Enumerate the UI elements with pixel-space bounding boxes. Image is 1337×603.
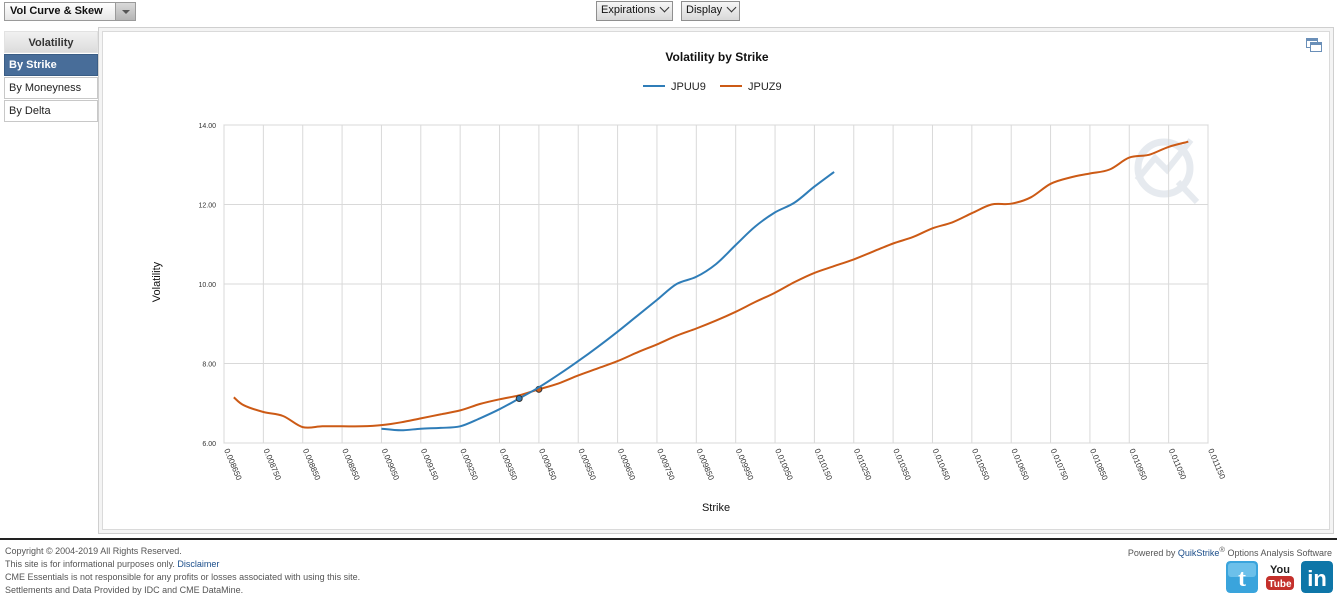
powered-prefix: Powered by — [1127, 548, 1178, 558]
x-tick-label: 0.009350 — [498, 447, 520, 482]
volatility-chart: 0.008650 0.008750 0.008850 0.008950 0.009050… — [151, 123, 1227, 514]
x-tick-label: 0.011050 — [1167, 447, 1188, 481]
footer-info-text: This site is for informational purposes … — [5, 559, 178, 569]
x-tick-label: 0.011150 — [1206, 447, 1227, 481]
youtube-tube: Tube — [1268, 579, 1292, 590]
powered-by: Powered by QuikStrike® Options Analysis … — [1128, 545, 1332, 558]
x-tick-label: 0.008650 — [222, 447, 244, 482]
legend-swatch — [720, 85, 742, 88]
sidebar-header: Volatility — [4, 31, 98, 53]
x-tick-label: 0.009450 — [537, 447, 559, 482]
footer-liability: CME Essentials is not responsible for an… — [5, 572, 361, 582]
quikstrike-watermark-icon — [1134, 138, 1200, 205]
sidebar-item-by-moneyness[interactable]: By Moneyness — [4, 77, 98, 99]
x-tick-label: 0.009950 — [734, 447, 756, 482]
footer: Copyright © 2004-2019 All Rights Reserve… — [5, 545, 360, 597]
expirations-button[interactable]: Expirations — [596, 1, 674, 21]
series-line-jpuu9 — [381, 171, 835, 432]
linkedin-icon[interactable]: in — [1301, 561, 1333, 593]
x-tick-label: 0.010750 — [1049, 447, 1071, 482]
chevron-down-icon — [726, 2, 737, 13]
x-tick-label: 0.010350 — [891, 447, 913, 482]
x-tick-label: 0.010250 — [852, 447, 874, 482]
x-tick-label: 0.010550 — [970, 447, 992, 482]
legend-item-jpuu9[interactable]: JPUU9 — [643, 81, 706, 93]
view-select-value: Vol Curve & Skew — [10, 5, 103, 17]
twitter-glyph: t — [1238, 566, 1246, 592]
sidebar-item-by-strike[interactable]: By Strike — [4, 54, 98, 76]
youtube-icon[interactable]: You Tube — [1264, 561, 1296, 593]
dropdown-arrow-icon[interactable] — [115, 3, 135, 20]
x-tick-label: 0.008750 — [262, 447, 284, 482]
series-line-jpuz9 — [233, 140, 1189, 429]
x-tick-label: 0.010450 — [931, 447, 953, 482]
y-tick-label: 6.00 — [202, 441, 216, 448]
x-tick-label: 0.009250 — [458, 447, 480, 482]
legend-swatch — [643, 85, 665, 88]
powered-suffix: Options Analysis Software — [1224, 548, 1332, 558]
sidebar-item-by-delta[interactable]: By Delta — [4, 100, 98, 122]
youtube-you: You — [1270, 564, 1290, 576]
x-tick-label: 0.009550 — [576, 447, 598, 482]
legend-label: JPUU9 — [671, 81, 706, 93]
x-tick-label: 0.010650 — [1009, 447, 1031, 482]
quikstrike-link[interactable]: QuikStrike — [1177, 548, 1220, 558]
x-tick-label: 0.010950 — [1127, 447, 1149, 482]
y-tick-label: 8.00 — [202, 362, 216, 369]
data-point-jpuu9 — [515, 394, 523, 402]
legend-item-jpuz9[interactable]: JPUZ9 — [720, 81, 782, 93]
x-tick-label: 0.009850 — [694, 447, 716, 482]
footer-info: This site is for informational purposes … — [5, 558, 360, 571]
footer-divider — [0, 538, 1337, 540]
x-tick-label: 0.009750 — [655, 447, 677, 482]
y-tick-label: 10.00 — [198, 282, 216, 289]
display-label: Display — [686, 4, 723, 16]
legend-label: JPUZ9 — [748, 81, 782, 93]
x-tick-label: 0.009650 — [616, 447, 638, 482]
view-select[interactable]: Vol Curve & Skew — [4, 2, 136, 21]
x-tick-label: 0.008850 — [301, 447, 323, 482]
display-button[interactable]: Display — [681, 1, 741, 21]
chart-panel: Volatility by Strike JPUU9 JPUZ9 0.00865… — [98, 27, 1334, 534]
x-axis-label: Strike — [702, 502, 730, 514]
footer-settlements: Settlements and Data Provided by IDC and… — [5, 585, 244, 595]
x-tick-label: 0.010850 — [1088, 447, 1110, 482]
chart-container: Volatility by Strike JPUU9 JPUZ9 0.00865… — [102, 31, 1330, 530]
x-tick-label: 0.008950 — [340, 447, 362, 482]
footer-copyright: Copyright © 2004-2019 All Rights Reserve… — [5, 546, 182, 556]
x-tick-label: 0.009150 — [419, 447, 441, 482]
y-tick-label: 12.00 — [198, 203, 216, 210]
chevron-down-icon — [659, 2, 670, 13]
disclaimer-link[interactable]: Disclaimer — [177, 559, 220, 569]
y-axis-label: Volatility — [151, 261, 163, 302]
x-tick-label: 0.010050 — [773, 447, 795, 482]
x-tick-label: 0.009050 — [380, 447, 402, 482]
registered-mark: ® — [1219, 545, 1225, 554]
chart-title: Volatility by Strike — [665, 50, 769, 64]
toolbar: Vol Curve & Skew Expirations Display — [0, 0, 1337, 24]
expirations-label: Expirations — [601, 4, 656, 16]
linkedin-glyph: in — [1307, 566, 1327, 591]
twitter-icon[interactable]: t — [1226, 561, 1258, 593]
y-tick-label: 14.00 — [198, 123, 216, 130]
x-tick-label: 0.010150 — [813, 447, 835, 482]
sidebar: Volatility By Strike By Moneyness By Del… — [4, 31, 98, 122]
popout-window-icon[interactable] — [1306, 38, 1322, 52]
